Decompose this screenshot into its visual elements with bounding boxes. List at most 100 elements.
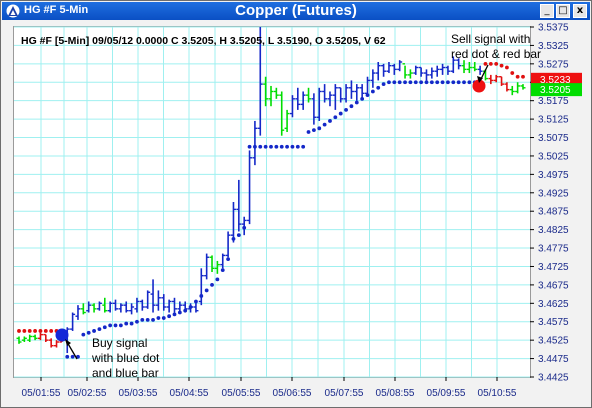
price-bar bbox=[477, 65, 483, 75]
price-bar bbox=[209, 255, 215, 272]
stop-dot bbox=[49, 329, 54, 333]
price-bar bbox=[504, 82, 510, 92]
stop-dot bbox=[295, 144, 300, 149]
price-bar bbox=[252, 120, 258, 166]
price-bar bbox=[461, 60, 467, 74]
stop-dot bbox=[440, 80, 445, 85]
price-bar bbox=[370, 69, 376, 88]
stop-dot bbox=[76, 354, 80, 359]
price-bar bbox=[32, 334, 38, 341]
stop-dot bbox=[285, 144, 289, 149]
stop-dot bbox=[210, 282, 214, 287]
stop-dot bbox=[515, 74, 520, 79]
last-price-box bbox=[531, 72, 582, 86]
stop-dot bbox=[311, 128, 316, 133]
price-bar bbox=[332, 84, 338, 110]
price-bar bbox=[300, 91, 306, 110]
plot-area[interactable] bbox=[13, 26, 531, 378]
price-bar bbox=[386, 62, 392, 74]
x-tick-label: 05/10:55 bbox=[478, 388, 517, 399]
stop-dot bbox=[97, 327, 102, 332]
y-tick-label: 3.5125 bbox=[538, 115, 569, 126]
minimize-button[interactable]: _ bbox=[540, 4, 554, 18]
price-bar bbox=[220, 253, 226, 269]
stop-dot bbox=[424, 80, 429, 85]
price-bar bbox=[456, 58, 462, 70]
close-button[interactable]: x bbox=[573, 4, 587, 18]
stop-dot bbox=[279, 144, 284, 149]
stop-dot bbox=[204, 288, 209, 293]
price-bar bbox=[70, 312, 76, 331]
stop-dot bbox=[274, 144, 279, 149]
price-bar bbox=[359, 84, 365, 99]
price-bar bbox=[316, 87, 322, 121]
price-bar bbox=[295, 87, 301, 110]
price-bar bbox=[182, 301, 188, 313]
title-bar[interactable]: HG #F 5-Min Copper (Futures) _ □ x bbox=[2, 2, 590, 20]
price-bar bbox=[273, 87, 279, 99]
sell-arrow-head bbox=[477, 76, 483, 83]
x-axis: 05/01:55 05/02:55 05/03:55 05/04:55 05/05:55… bbox=[22, 377, 517, 399]
price-bar bbox=[445, 65, 451, 75]
maximize-button[interactable]: □ bbox=[556, 4, 570, 18]
price-bar bbox=[520, 84, 526, 90]
price-bar bbox=[397, 60, 403, 72]
price-bar bbox=[434, 65, 440, 77]
stop-dot bbox=[220, 268, 225, 273]
price-bar bbox=[134, 297, 140, 313]
stop-dot bbox=[467, 80, 472, 85]
price-bar bbox=[284, 109, 290, 132]
buy-arrow-line bbox=[66, 341, 78, 360]
stop-dot bbox=[156, 316, 161, 320]
stop-dot bbox=[108, 323, 113, 328]
x-tick-label: 05/04:55 bbox=[170, 388, 209, 399]
price-bar bbox=[375, 62, 381, 81]
price-bar bbox=[429, 67, 435, 79]
price-bar bbox=[139, 299, 145, 311]
stop-dot bbox=[145, 317, 150, 322]
price-bar bbox=[204, 253, 210, 280]
stop-dot bbox=[22, 329, 27, 333]
stop-dot bbox=[269, 144, 273, 149]
price-bar bbox=[230, 202, 236, 243]
price-bar bbox=[381, 63, 387, 77]
price-bar bbox=[327, 91, 333, 107]
stop-dot bbox=[161, 316, 166, 320]
stop-dot bbox=[494, 61, 499, 66]
price-bar bbox=[289, 95, 295, 118]
price-bar bbox=[391, 63, 397, 75]
stop-dot bbox=[344, 107, 348, 112]
stop-dot bbox=[215, 277, 220, 282]
price-bar bbox=[193, 301, 199, 313]
app-logo-icon bbox=[6, 4, 20, 18]
price-bar bbox=[322, 84, 328, 103]
price-bar bbox=[188, 303, 194, 313]
stop-dot bbox=[381, 82, 386, 87]
price-bar bbox=[499, 76, 505, 86]
x-tick-label: 05/07:55 bbox=[325, 388, 364, 399]
stop-dot bbox=[446, 80, 450, 85]
stop-dot bbox=[338, 111, 343, 116]
stop-dot bbox=[408, 80, 413, 85]
stop-dot bbox=[301, 144, 306, 149]
y-tick-label: 3.5375 bbox=[538, 23, 569, 34]
y-tick-label: 3.4925 bbox=[538, 188, 569, 199]
x-tick-label: 05/03:55 bbox=[119, 388, 158, 399]
price-bar bbox=[241, 216, 247, 236]
price-bar bbox=[515, 82, 521, 94]
stop-dot bbox=[86, 330, 91, 335]
price-bar bbox=[177, 301, 183, 313]
price-bar bbox=[16, 336, 22, 344]
price-bar bbox=[268, 85, 274, 107]
price-bar bbox=[150, 279, 156, 313]
y-tick-label: 3.5075 bbox=[538, 133, 569, 144]
y-tick-label: 3.4725 bbox=[538, 262, 569, 273]
y-tick-label: 3.4825 bbox=[538, 225, 569, 236]
stop-dot bbox=[140, 317, 145, 322]
price-bar bbox=[161, 294, 167, 311]
y-tick-label: 3.5175 bbox=[538, 96, 569, 107]
stop-dot bbox=[505, 65, 509, 70]
chart-header-text: HG #F [5-Min] 09/05/12 0.0000 C 3.5205, … bbox=[21, 35, 386, 47]
